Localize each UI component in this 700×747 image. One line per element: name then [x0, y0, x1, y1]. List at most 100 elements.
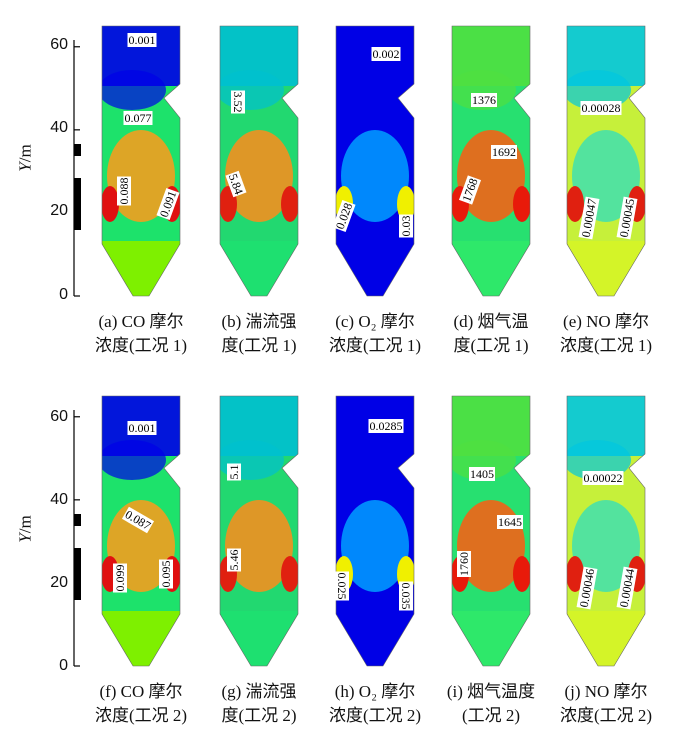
contour-panel-j: 0.00022 0.00046 0.00044 [566, 395, 646, 667]
svg-text:0.002: 0.002 [373, 47, 400, 61]
contour-panel-h: 0.0285 0.025 0.035 [335, 395, 415, 667]
svg-text:1645: 1645 [498, 515, 522, 529]
burner-zone-right [281, 556, 298, 592]
burner-zone-right [513, 556, 530, 592]
caption-a: (a) CO 摩尔 浓度(工况 1) [82, 310, 200, 358]
burner-zone-right [281, 186, 298, 222]
caption-line-2: 浓度(工况 1) [559, 336, 653, 355]
contour-value-label: 1645 [497, 515, 523, 529]
contour-value-label: 0.035 [399, 581, 413, 611]
caption-line-1: (f) CO 摩尔 [99, 682, 183, 701]
caption-line-2: 浓度(工况 2) [328, 706, 422, 725]
y-tick-20: 20 [50, 574, 68, 591]
contour-value-label: 0.095 [159, 559, 173, 589]
furnace-outline [101, 25, 181, 297]
contour-value-label: 1376 [471, 93, 497, 107]
furnace-outline [335, 395, 415, 667]
hopper-zone [452, 241, 530, 296]
furnace-outline [451, 395, 531, 667]
svg-text:5.1: 5.1 [227, 465, 241, 480]
svg-text:0.0285: 0.0285 [370, 419, 403, 433]
svg-text:0.00028: 0.00028 [582, 101, 621, 115]
y-tick-20: 20 [50, 202, 68, 219]
contour-value-label: 0.00045 [616, 196, 638, 240]
caption-line-1: (d) 烟气温 [453, 312, 529, 331]
caption-f: (f) CO 摩尔 浓度(工况 2) [82, 680, 200, 728]
y-tick-60: 60 [50, 408, 68, 425]
caption-line-2: 度(工况 1) [453, 336, 529, 355]
svg-text:1405: 1405 [470, 467, 494, 481]
upper-plume [102, 440, 166, 480]
furnace-outline [101, 395, 181, 667]
y-tick-40: 40 [50, 491, 68, 508]
burner-zone-right [513, 186, 530, 222]
contour-value-label: 5.1 [227, 463, 241, 481]
contour-panel-b: 3.52 5.84 [219, 25, 299, 297]
svg-text:0.00047: 0.00047 [579, 198, 600, 239]
burner-zone-left [567, 186, 584, 222]
svg-text:0.088: 0.088 [117, 178, 131, 205]
burner-zone-left [220, 186, 237, 222]
contour-panel-i: 1405 1645 1760 [451, 395, 531, 667]
contour-value-label: 0.001 [127, 421, 157, 435]
svg-text:0.099: 0.099 [113, 565, 127, 592]
caption-e: (e) NO 摩尔 浓度(工况 1) [547, 310, 665, 358]
svg-text:5.84: 5.84 [226, 172, 246, 197]
svg-text:5.46: 5.46 [227, 550, 241, 571]
svg-text:0.001: 0.001 [129, 421, 156, 435]
contour-value-label: 0.00028 [580, 101, 622, 115]
contour-value-label: 5.46 [227, 548, 241, 572]
hopper-zone [102, 241, 180, 296]
caption-line-2: 度(工况 1) [221, 336, 297, 355]
svg-text:0.00046: 0.00046 [577, 568, 598, 609]
caption-line-1: (i) 烟气温度 [446, 682, 536, 701]
hopper-zone [336, 241, 414, 296]
hopper-zone [220, 241, 298, 296]
combustion-zone [341, 130, 409, 222]
svg-text:1760: 1760 [457, 552, 471, 576]
caption-line-2: (工况 2) [461, 706, 521, 725]
combustion-zone [341, 500, 409, 592]
caption-b: (b) 湍流强 度(工况 1) [200, 310, 318, 358]
svg-text:0.025: 0.025 [335, 573, 349, 600]
y-tick-60: 60 [50, 36, 68, 53]
contour-value-label: 0.00046 [576, 566, 598, 610]
caption-line-2: 浓度(工况 1) [94, 336, 188, 355]
burner-zone-right [397, 186, 414, 222]
svg-text:0.00044: 0.00044 [617, 568, 638, 609]
caption-line-2: 浓度(工况 2) [559, 706, 653, 725]
furnace-outline [566, 395, 646, 667]
svg-text:1376: 1376 [472, 93, 496, 107]
caption-line-1: (j) NO 摩尔 [564, 682, 648, 701]
caption-g: (g) 湍流强 度(工况 2) [200, 680, 318, 728]
burner-marker [74, 144, 81, 156]
furnace-outline [219, 25, 299, 297]
caption-line-2: 浓度(工况 1) [328, 336, 422, 355]
furnace-outline [219, 395, 299, 667]
svg-text:3.52: 3.52 [231, 92, 245, 113]
furnace-outline [566, 25, 646, 297]
y-tick-0: 0 [59, 657, 68, 674]
upper-plume [336, 440, 400, 480]
contour-value-label: 0.0285 [368, 419, 404, 433]
burner-marker [74, 514, 81, 526]
contour-value-label: 0.00044 [616, 566, 638, 610]
upper-plume [452, 440, 516, 480]
caption-line-1: (c) O₂ 摩尔 [335, 312, 415, 331]
burner-zone-left [567, 556, 584, 592]
hopper-zone [567, 241, 645, 296]
hopper-zone [102, 611, 180, 666]
contour-value-label: 1760 [457, 551, 471, 577]
upper-plume [567, 70, 631, 110]
caption-line-1: (h) O₂ 摩尔 [334, 682, 416, 701]
contour-value-label: 1405 [469, 467, 495, 481]
contour-value-label: 0.002 [371, 47, 401, 61]
caption-line-2: 浓度(工况 2) [94, 706, 188, 725]
contour-value-label: 0.00022 [582, 471, 624, 485]
contour-value-label: 0.077 [123, 111, 153, 125]
hopper-zone [452, 611, 530, 666]
caption-line-1: (a) CO 摩尔 [98, 312, 184, 331]
